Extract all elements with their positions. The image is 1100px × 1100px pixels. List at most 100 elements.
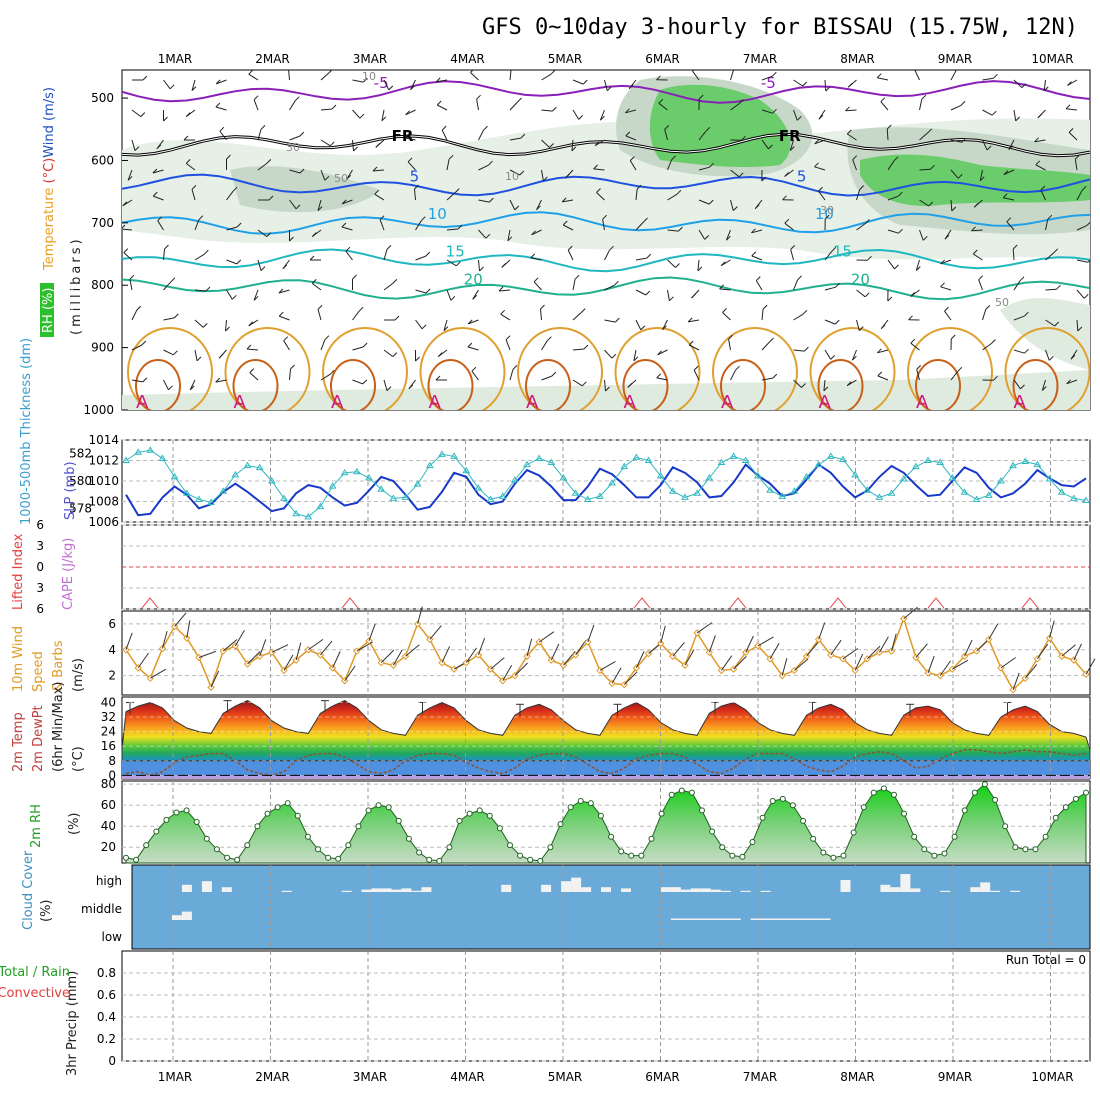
upper-wind-barb [824, 79, 827, 92]
upper-wind-barb [730, 70, 735, 81]
upper-wind-barb [725, 229, 731, 241]
high-cloud-bar [341, 890, 352, 892]
upper-wind-barb-flag [189, 385, 195, 391]
wind-barb [866, 645, 881, 660]
wind-barb [878, 636, 889, 653]
upper-wind-barb [383, 79, 390, 91]
rh-point [123, 854, 129, 861]
high-cloud-bar [1010, 890, 1021, 892]
rh-contour-label: 50 [334, 172, 348, 185]
slp-point [389, 494, 398, 501]
upper-wind-barb-flag [973, 202, 979, 208]
upper-wind-barb-flag [790, 245, 796, 250]
upper-wind-barb-flag [299, 168, 305, 174]
high-cloud-bar [201, 881, 212, 892]
upper-wind-barb [226, 190, 234, 201]
upper-wind-barb-flag [156, 144, 162, 150]
upper-wind-barb-flag [345, 246, 351, 252]
upper-wind-barb-flag [802, 309, 808, 315]
upper-wind-barb [886, 128, 889, 141]
high-cloud-bar [740, 890, 751, 892]
high-cloud-bar [900, 874, 911, 892]
upper-wind-barb-flag [834, 319, 840, 325]
rh-point [1012, 844, 1019, 851]
wind-barb [599, 660, 616, 671]
middle-cloud-bar [710, 918, 721, 920]
peak-marker: A [526, 392, 539, 413]
rh-point [385, 804, 392, 811]
upper-wind-barb-flag [471, 366, 477, 372]
upper-wind-barb-flag [205, 286, 211, 292]
upper-wind-barb [604, 319, 616, 323]
upper-wind-barb [129, 279, 133, 291]
upper-wind-barb [131, 309, 138, 321]
rh-point [517, 852, 524, 859]
pressure-tick-label: 600 [91, 153, 114, 167]
rh-point [244, 842, 251, 849]
upper-wind-barb [887, 259, 895, 270]
date-label-top: 10MAR [1031, 52, 1073, 66]
temperature-tick-label: 16 [101, 739, 116, 753]
high-cloud-bar [670, 887, 681, 892]
upper-wind-barb [541, 340, 548, 351]
upper-wind-barb [635, 319, 642, 331]
wind-barb [259, 639, 267, 657]
upper-air-axis-label: Temperature (°C)Wind (m/s) RH (%) (milliba… [40, 87, 84, 337]
upper-wind-barb-flag [483, 125, 488, 131]
upper-wind-barb [658, 102, 668, 111]
upper-wind-barb [533, 281, 542, 291]
rh-tick-label: 20 [101, 840, 116, 854]
upper-wind-barb-flag [1023, 311, 1029, 317]
slp-point [984, 491, 993, 498]
wind-barb [1012, 672, 1020, 691]
rh-point [133, 856, 140, 863]
upper-wind-barb-flag [908, 315, 913, 321]
upper-wind-barb [978, 279, 983, 291]
upper-wind-barb [505, 339, 511, 351]
total-rain-label: Total / Rain [0, 965, 70, 980]
upper-wind-barb-flag [574, 274, 580, 280]
slp-tick-label: 1006 [88, 515, 119, 529]
rh-point [426, 856, 433, 863]
upper-wind-barb-flag [1037, 113, 1043, 119]
upper-wind-barb [950, 70, 957, 81]
upper-wind-barb-flag [425, 288, 431, 294]
wind-barb [1036, 643, 1049, 660]
upper-wind-barb-flag [697, 266, 703, 272]
date-label-bottom: 6MAR [645, 1070, 680, 1084]
lifted-index-panel: 6 3 0 3 6 Lifted Index CAPE (J/kg) [11, 518, 1091, 616]
upper-wind-barb-flag [191, 185, 197, 190]
upper-wind-barb-flag [1070, 354, 1076, 360]
upper-wind-barb-flag [472, 294, 478, 300]
rh-shade-bottom [122, 298, 1090, 410]
slp-point [559, 473, 568, 481]
upper-wind-barb-flag [611, 353, 617, 359]
upper-wind-barb [185, 162, 196, 171]
upper-wind-barb [950, 104, 962, 111]
upper-wind-barb-flag [311, 279, 317, 284]
upper-wind-barb [189, 379, 196, 391]
rh-shading [122, 76, 1090, 410]
wind-speed-point [328, 664, 337, 672]
upper-wind-barb [476, 99, 479, 111]
upper-wind-barb-flag [454, 188, 460, 193]
upper-wind-barb [163, 349, 174, 356]
rh-point [1083, 789, 1089, 796]
upper-wind-barb-flag [552, 106, 557, 112]
upper-wind-barb [540, 308, 542, 321]
upper-wind-barb-flag [517, 97, 522, 103]
upper-wind-barb [919, 199, 929, 207]
precip-panel: 0 0.2 0.4 0.6 0.8 3hr Precip (mm)Total / Rain… [0, 950, 1091, 1076]
upper-wind-barb [940, 286, 952, 291]
upper-wind-barb [1066, 108, 1078, 111]
upper-wind-barb [498, 289, 511, 292]
boundary-layer-contour-inner [525, 359, 571, 410]
rh-point [789, 802, 796, 809]
wind-barb [550, 643, 560, 661]
rh-point [153, 828, 160, 835]
upper-wind-barb-flag [825, 86, 831, 92]
wind-tick-label: 2 [108, 669, 116, 683]
slp-point [863, 486, 872, 493]
upper-wind-barb-flag [511, 65, 515, 69]
upper-wind-barb-flag [142, 377, 148, 383]
